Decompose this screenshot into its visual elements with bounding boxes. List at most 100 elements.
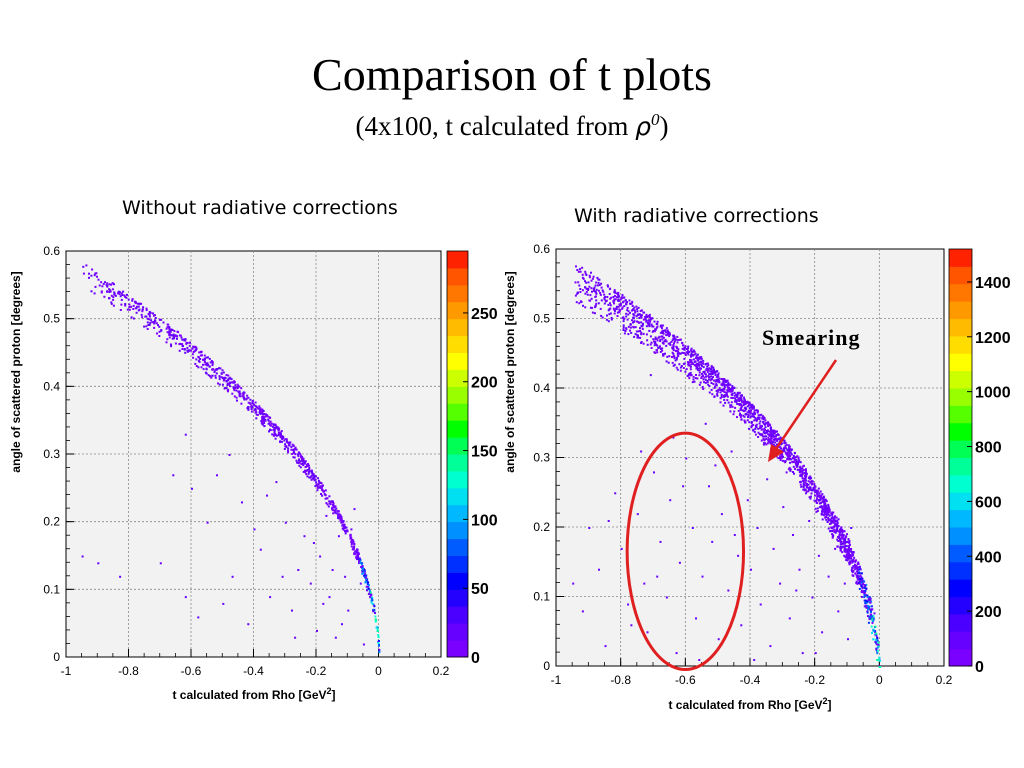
band-point (730, 389, 732, 392)
band-point (714, 380, 717, 383)
band-point (228, 381, 231, 384)
band-point (763, 416, 765, 419)
y-tick-label: 0 (543, 659, 550, 673)
band-point (682, 367, 685, 369)
band-point (637, 336, 640, 339)
band-point (308, 476, 311, 479)
band-point (575, 301, 578, 304)
band-point (837, 536, 840, 539)
band-point (612, 296, 615, 298)
band-point (291, 453, 294, 455)
band-point (297, 461, 300, 464)
band-point (802, 485, 805, 488)
band-point (843, 547, 846, 549)
band-point (376, 629, 379, 632)
band-point (693, 364, 696, 367)
band-point (210, 360, 213, 362)
band-point (172, 334, 175, 337)
band-point (627, 325, 630, 328)
band-point (799, 467, 802, 470)
band-point (148, 314, 151, 317)
band-point (664, 338, 667, 341)
band-point (674, 339, 677, 341)
band-point (734, 406, 737, 409)
band-point (677, 339, 680, 341)
scatter-point (711, 540, 714, 543)
band-point (314, 478, 317, 481)
band-point (202, 358, 204, 361)
band-point (113, 283, 115, 286)
band-point (695, 374, 697, 376)
band-point (659, 331, 662, 334)
band-point (823, 505, 826, 508)
band-point (799, 480, 802, 483)
band-point (350, 539, 353, 542)
band-point (805, 475, 808, 478)
band-point (798, 459, 801, 462)
band-point (218, 367, 220, 370)
band-point (280, 434, 282, 437)
band-point (792, 465, 795, 468)
band-point (717, 372, 720, 375)
band-point (306, 475, 309, 478)
band-point (108, 283, 111, 286)
band-point (782, 439, 785, 442)
band-point (609, 304, 612, 307)
band-point (790, 453, 793, 456)
band-point (263, 422, 266, 424)
band-point (180, 336, 183, 339)
band-point (708, 367, 711, 370)
band-point (683, 348, 686, 351)
band-point (644, 316, 647, 318)
band-point (831, 533, 834, 536)
band-point (358, 557, 361, 560)
band-point (831, 519, 834, 522)
y-tick-label: 0 (53, 650, 60, 664)
x-tick-label: -0.8 (610, 673, 631, 687)
band-point (298, 461, 301, 464)
band-point (785, 452, 788, 455)
band-point (222, 379, 225, 382)
band-point (593, 286, 596, 289)
band-point (239, 392, 242, 395)
band-point (868, 618, 871, 621)
band-point (716, 390, 719, 393)
band-point (739, 408, 742, 411)
band-point (851, 571, 854, 574)
band-point (293, 448, 296, 451)
band-point (869, 601, 872, 604)
band-point (738, 414, 741, 417)
band-point (757, 414, 760, 417)
band-point (833, 516, 836, 519)
band-point (154, 317, 157, 319)
band-point (843, 548, 846, 551)
band-point (294, 446, 297, 449)
band-point (352, 540, 355, 543)
band-point (124, 304, 127, 307)
band-point (704, 381, 707, 384)
band-point (262, 416, 265, 419)
band-point (320, 487, 323, 490)
band-point (676, 341, 679, 344)
band-point (287, 441, 290, 444)
band-point (703, 376, 706, 379)
scatter-point (607, 520, 610, 522)
band-point (776, 433, 779, 436)
band-point (870, 600, 873, 603)
band-point (603, 297, 606, 299)
band-point (717, 375, 720, 378)
band-point (768, 434, 771, 437)
band-point (865, 604, 868, 607)
band-point (639, 315, 642, 318)
band-point (341, 524, 344, 527)
band-point (696, 358, 699, 360)
band-point (772, 443, 775, 446)
band-point (147, 313, 150, 315)
band-point (830, 526, 833, 529)
band-point (818, 492, 821, 495)
scatter-point (197, 616, 200, 619)
band-point (745, 408, 748, 410)
band-point (622, 300, 625, 303)
band-point (825, 510, 828, 513)
